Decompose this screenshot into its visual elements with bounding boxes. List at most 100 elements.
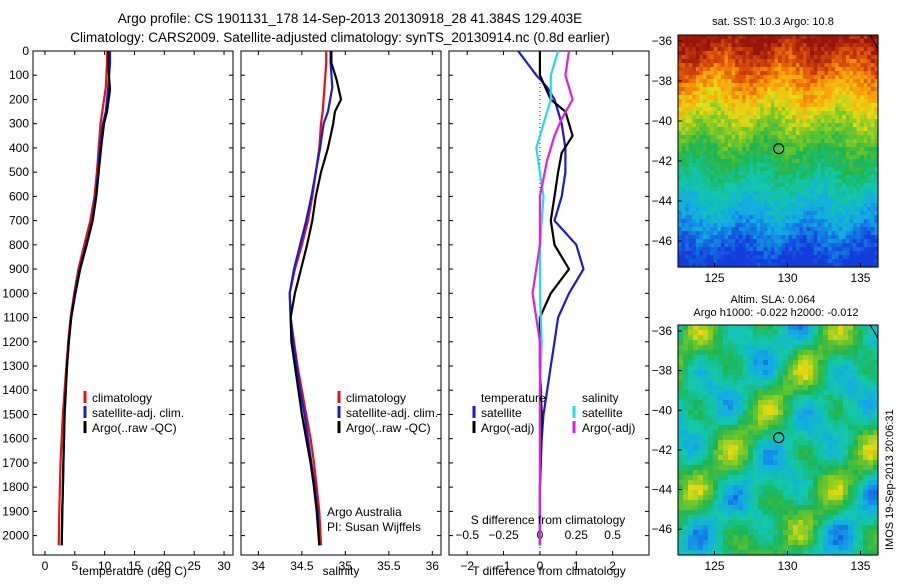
map-cell	[839, 231, 843, 236]
map-cell	[839, 211, 843, 216]
map-cell	[748, 435, 754, 441]
map-cell	[763, 470, 769, 476]
map-cell	[758, 390, 764, 396]
map-cell	[707, 127, 711, 132]
map-cell	[728, 251, 732, 256]
map-cell	[813, 470, 819, 476]
map-cell	[871, 151, 875, 156]
map-cell	[742, 59, 746, 64]
map-cell	[813, 425, 819, 431]
map-cell	[803, 183, 807, 188]
map-cell	[749, 171, 753, 176]
map-cell	[757, 35, 761, 40]
map-cell	[774, 103, 778, 108]
map-cell	[688, 405, 694, 411]
map-cell	[817, 71, 821, 76]
map-cell	[798, 395, 804, 401]
map-cell	[832, 163, 836, 168]
map-cell	[849, 155, 853, 160]
map-cell	[753, 211, 757, 216]
map-cell	[742, 203, 746, 208]
map-cell	[846, 123, 850, 128]
map-cell	[821, 155, 825, 160]
map-cell	[760, 171, 764, 176]
map-cell	[714, 55, 718, 60]
map-cell	[767, 231, 771, 236]
map-cell	[732, 239, 736, 244]
map-cell	[753, 340, 759, 346]
map-cell	[842, 183, 846, 188]
map-cell	[789, 183, 793, 188]
map-cell	[842, 199, 846, 204]
map-cell	[742, 187, 746, 192]
map-cell	[760, 91, 764, 96]
map-cell	[846, 135, 850, 140]
map-cell	[698, 440, 704, 446]
map-cell	[785, 107, 789, 112]
map-cell	[778, 420, 784, 426]
map-cell	[693, 345, 699, 351]
map-cell	[692, 247, 696, 252]
map-cell	[689, 55, 693, 60]
map-cell	[848, 335, 854, 341]
y-tick-label: 300	[9, 117, 29, 131]
map-cell	[678, 243, 682, 248]
map-cell	[828, 400, 834, 406]
map-cell	[771, 103, 775, 108]
map-cell	[868, 485, 874, 491]
map-cell	[689, 59, 693, 64]
map-cell	[753, 360, 759, 366]
map-cell	[764, 79, 768, 84]
map-cell	[798, 435, 804, 441]
map-cell	[753, 51, 757, 56]
map-cell	[742, 131, 746, 136]
map-cell	[767, 67, 771, 72]
map-cell	[817, 123, 821, 128]
map-cell	[778, 107, 782, 112]
map-cell	[767, 183, 771, 188]
map-cell	[821, 195, 825, 200]
map-cell	[732, 159, 736, 164]
map-cell	[835, 103, 839, 108]
map-cell	[696, 103, 700, 108]
map-cell	[799, 147, 803, 152]
map-cell	[739, 123, 743, 128]
map-cell	[717, 71, 721, 76]
map-cell	[803, 83, 807, 88]
map-cell	[798, 445, 804, 451]
map-cell	[742, 243, 746, 248]
map-cell	[748, 445, 754, 451]
map-cell	[758, 415, 764, 421]
map-cell	[749, 219, 753, 224]
map-cell	[708, 425, 714, 431]
map-cell	[853, 175, 857, 180]
map-cell	[685, 107, 689, 112]
map-cell	[853, 167, 857, 172]
map-cell	[814, 115, 818, 120]
map-cell	[846, 95, 850, 100]
map-cell	[764, 71, 768, 76]
map-cell	[860, 235, 864, 240]
map-cell	[796, 223, 800, 228]
map-cell	[807, 47, 811, 52]
map-cell	[689, 183, 693, 188]
map-cell	[860, 127, 864, 132]
map-cell	[703, 355, 709, 361]
map-cell	[710, 67, 714, 72]
map-cell	[739, 71, 743, 76]
map-cell	[728, 103, 732, 108]
map-cell	[735, 39, 739, 44]
map-cell	[821, 231, 825, 236]
map-cell	[732, 255, 736, 260]
map-cell	[807, 59, 811, 64]
map-cell	[699, 247, 703, 252]
map-cell	[803, 335, 809, 341]
map-cell	[753, 119, 757, 124]
map-cell	[818, 485, 824, 491]
map-cell	[810, 215, 814, 220]
map-cell	[853, 345, 859, 351]
map-cell	[699, 55, 703, 60]
map-cell	[838, 400, 844, 406]
map-cell	[768, 485, 774, 491]
map-cell	[721, 243, 725, 248]
